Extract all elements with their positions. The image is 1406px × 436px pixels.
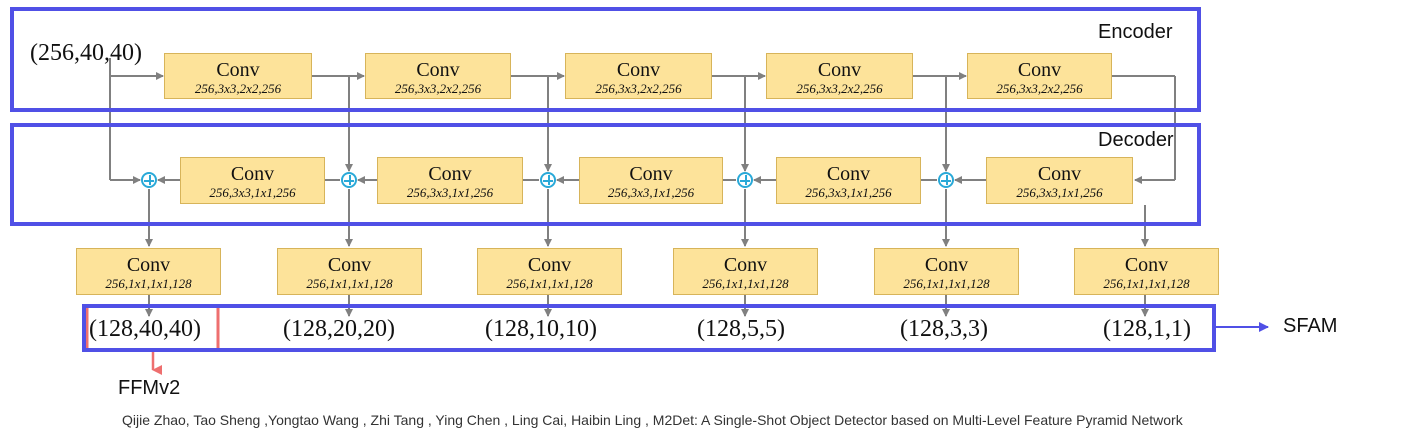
encoder-conv-block: Conv 256,3x3,2x2,256 bbox=[164, 53, 312, 99]
sum-node-icon bbox=[938, 172, 954, 188]
sum-node-icon bbox=[141, 172, 157, 188]
encoder-conv-block: Conv 256,3x3,2x2,256 bbox=[365, 53, 511, 99]
block-params: 256,1x1,1x1,128 bbox=[105, 276, 192, 291]
decoder-conv-block: Conv 256,3x3,1x1,256 bbox=[579, 157, 723, 204]
block-params: 256,1x1,1x1,128 bbox=[903, 276, 990, 291]
encoder-frame bbox=[10, 7, 1201, 112]
output-conv-block: Conv 256,1x1,1x1,128 bbox=[1074, 248, 1219, 295]
block-params: 256,1x1,1x1,128 bbox=[506, 276, 593, 291]
output-shape: (128,5,5) bbox=[697, 316, 785, 342]
block-title: Conv bbox=[723, 254, 768, 276]
block-title: Conv bbox=[126, 254, 171, 276]
output-conv-block: Conv 256,1x1,1x1,128 bbox=[477, 248, 622, 295]
block-params: 256,3x3,1x1,256 bbox=[805, 185, 892, 200]
output-shapes-frame bbox=[82, 304, 1216, 352]
block-params: 256,3x3,2x2,256 bbox=[394, 81, 482, 96]
block-title: Conv bbox=[616, 59, 661, 81]
sum-node-icon bbox=[341, 172, 357, 188]
block-title: Conv bbox=[416, 59, 460, 81]
encoder-conv-block: Conv 256,3x3,2x2,256 bbox=[565, 53, 712, 99]
block-params: 256,1x1,1x1,128 bbox=[1103, 276, 1190, 291]
sum-node-icon bbox=[737, 172, 753, 188]
sum-node-icon bbox=[540, 172, 556, 188]
block-title: Conv bbox=[230, 163, 275, 185]
decoder-frame bbox=[10, 123, 1201, 226]
output-shape: (128,10,10) bbox=[485, 316, 597, 342]
decoder-conv-block: Conv 256,3x3,1x1,256 bbox=[776, 157, 921, 204]
sfam-label: SFAM bbox=[1283, 315, 1338, 337]
block-params: 256,3x3,1x1,256 bbox=[1016, 185, 1103, 200]
block-title: Conv bbox=[1017, 59, 1062, 81]
block-title: Conv bbox=[817, 59, 862, 81]
block-params: 256,3x3,1x1,256 bbox=[607, 185, 695, 200]
block-params: 256,3x3,1x1,256 bbox=[406, 185, 494, 200]
output-shape: (128,40,40) bbox=[89, 316, 201, 342]
block-title: Conv bbox=[826, 163, 871, 185]
block-title: Conv bbox=[629, 163, 673, 185]
block-title: Conv bbox=[527, 254, 572, 276]
ffmv2-label: FFMv2 bbox=[118, 377, 181, 399]
output-conv-block: Conv 256,1x1,1x1,128 bbox=[673, 248, 818, 295]
encoder-label: Encoder bbox=[1098, 21, 1173, 43]
block-params: 256,3x3,2x2,256 bbox=[194, 81, 282, 96]
input-shape: (256,40,40) bbox=[30, 40, 142, 66]
output-shape: (128,1,1) bbox=[1103, 316, 1191, 342]
block-params: 256,3x3,2x2,256 bbox=[996, 81, 1083, 96]
encoder-conv-block: Conv 256,3x3,2x2,256 bbox=[967, 53, 1112, 99]
decoder-conv-block: Conv 256,3x3,1x1,256 bbox=[180, 157, 325, 204]
block-title: Conv bbox=[428, 163, 472, 185]
block-title: Conv bbox=[327, 254, 372, 276]
output-shape: (128,3,3) bbox=[900, 316, 988, 342]
citation: Qijie Zhao, Tao Sheng ,Yongtao Wang , Zh… bbox=[122, 412, 1183, 428]
block-title: Conv bbox=[1124, 254, 1169, 276]
encoder-conv-block: Conv 256,3x3,2x2,256 bbox=[766, 53, 913, 99]
block-title: Conv bbox=[1037, 163, 1082, 185]
block-params: 256,3x3,2x2,256 bbox=[595, 81, 682, 96]
output-conv-block: Conv 256,1x1,1x1,128 bbox=[874, 248, 1019, 295]
block-title: Conv bbox=[924, 254, 969, 276]
decoder-conv-block: Conv 256,3x3,1x1,256 bbox=[986, 157, 1133, 204]
block-params: 256,1x1,1x1,128 bbox=[702, 276, 789, 291]
output-shape: (128,20,20) bbox=[283, 316, 395, 342]
decoder-label: Decoder bbox=[1098, 129, 1174, 151]
output-conv-block: Conv 256,1x1,1x1,128 bbox=[277, 248, 422, 295]
output-conv-block: Conv 256,1x1,1x1,128 bbox=[76, 248, 221, 295]
decoder-conv-block: Conv 256,3x3,1x1,256 bbox=[377, 157, 523, 204]
block-params: 256,3x3,1x1,256 bbox=[209, 185, 296, 200]
block-params: 256,3x3,2x2,256 bbox=[796, 81, 883, 96]
block-params: 256,1x1,1x1,128 bbox=[306, 276, 393, 291]
block-title: Conv bbox=[216, 59, 260, 81]
